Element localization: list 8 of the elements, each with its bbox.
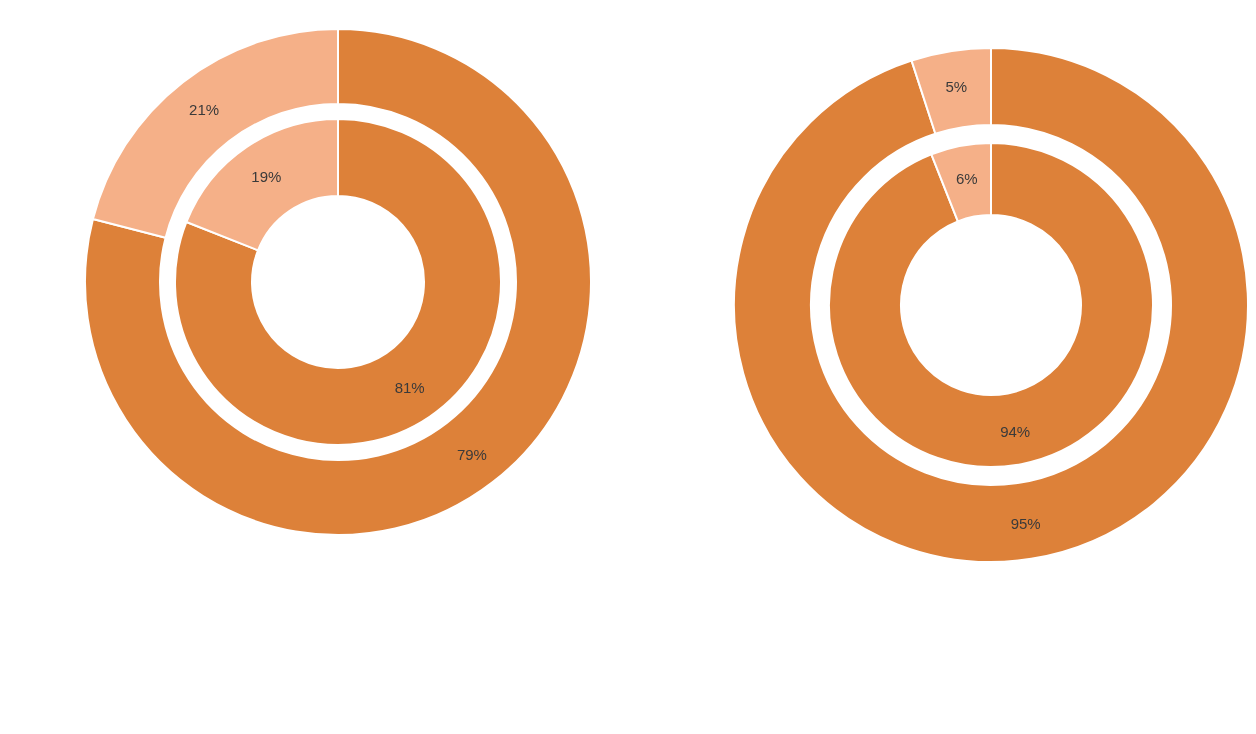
data-label: 19% — [251, 168, 282, 186]
data-label: 79% — [456, 446, 487, 464]
data-label: 21% — [189, 100, 220, 118]
data-label: 5% — [945, 77, 968, 95]
data-label: 94% — [1000, 423, 1031, 441]
data-label: 95% — [1010, 515, 1041, 533]
data-label: 81% — [394, 378, 425, 396]
data-label: 6% — [955, 169, 978, 187]
